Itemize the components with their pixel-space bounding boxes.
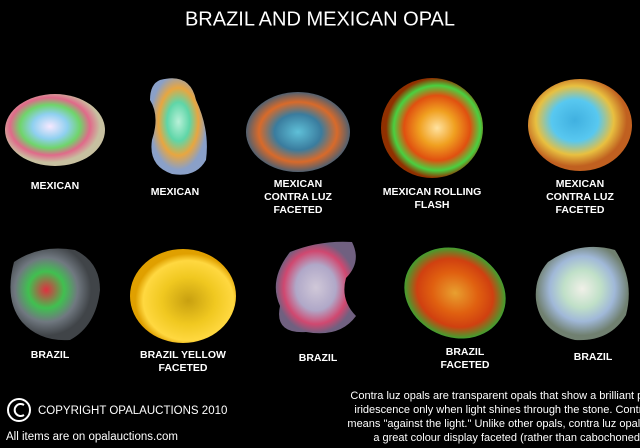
opal (10, 248, 100, 341)
opal-label: BRAZIL YELLOW (140, 349, 226, 361)
description: means "against the light." Unlike other … (347, 418, 640, 430)
opal-label: MEXICAN (274, 178, 322, 190)
opal-label: FLASH (415, 199, 450, 211)
opal-label: CONTRA LUZ (546, 191, 614, 203)
opal-label: FACETED (555, 204, 604, 216)
copyright-icon (7, 398, 31, 422)
opal-label: FACETED (440, 359, 489, 371)
opal-label: MEXICAN ROLLING (383, 186, 482, 198)
footer: All items are on opalauctions.com (6, 431, 178, 443)
opal (130, 249, 236, 343)
description: Contra luz opals are transparent opals t… (350, 390, 640, 402)
opal-label: BRAZIL (446, 346, 485, 358)
opal-label: BRAZIL (299, 352, 338, 364)
opal (150, 78, 207, 175)
opal-label: MEXICAN (556, 178, 604, 190)
opal (246, 92, 350, 172)
title: BRAZIL AND MEXICAN OPAL (185, 8, 455, 30)
opal (535, 246, 629, 341)
opal (275, 241, 356, 334)
opal (404, 247, 506, 339)
opal-label: BRAZIL (31, 349, 70, 361)
opal-label: CONTRA LUZ (264, 191, 332, 203)
opal-label: MEXICAN (151, 186, 199, 198)
description: iridescence only when light shines throu… (354, 404, 640, 416)
opal-images (5, 78, 632, 343)
opal-label: MEXICAN (31, 180, 79, 192)
opal-label: FACETED (158, 362, 207, 374)
opal (528, 79, 632, 171)
opal (5, 94, 105, 166)
opal (381, 78, 483, 178)
description: a great colour display faceted (rather t… (373, 432, 640, 444)
opal-label: BRAZIL (574, 351, 613, 363)
copyright: COPYRIGHT OPALAUCTIONS 2010 (38, 405, 227, 417)
opal-label: FACETED (273, 204, 322, 216)
